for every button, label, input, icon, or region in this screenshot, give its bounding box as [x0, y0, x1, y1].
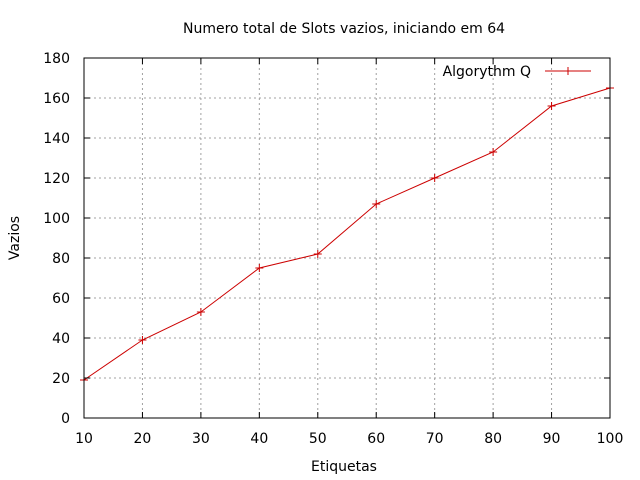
x-tick-label: 100	[597, 431, 624, 447]
x-tick-label: 60	[367, 431, 385, 447]
x-tick-label: 10	[75, 431, 93, 447]
data-point	[430, 174, 439, 182]
plot-frame	[83, 57, 611, 419]
x-tick-label: 80	[484, 431, 502, 447]
grid-lines	[84, 58, 610, 418]
data-point	[138, 336, 147, 344]
x-axis-label: Etiquetas	[311, 459, 377, 475]
series-layer	[80, 84, 614, 384]
y-tick-label: 20	[52, 371, 70, 387]
y-tick-label: 180	[43, 51, 70, 67]
data-point	[196, 308, 205, 316]
data-point	[372, 200, 381, 208]
data-point	[313, 250, 322, 258]
legend-marker	[564, 67, 572, 75]
x-tick-label: 40	[250, 431, 268, 447]
x-tick-label: 50	[309, 431, 327, 447]
series-line	[83, 87, 611, 381]
x-tick-label: 30	[192, 431, 210, 447]
x-tick-label: 70	[426, 431, 444, 447]
legend-marker-plus	[564, 67, 572, 75]
y-tick-label: 40	[52, 331, 70, 347]
y-tick-labels: 0 20 40 60 80 100 120 140 160 180	[43, 51, 70, 427]
y-tick-label: 80	[52, 251, 70, 267]
y-tick-label: 0	[61, 411, 70, 427]
chart-title: Numero total de Slots vazios, iniciando …	[183, 21, 505, 37]
y-axis-label: Vazios	[7, 216, 23, 260]
data-point	[547, 102, 556, 110]
y-tick-label: 140	[43, 131, 70, 147]
y-tick-label: 100	[43, 211, 70, 227]
x-tick-label: 20	[134, 431, 152, 447]
data-point	[489, 148, 498, 156]
data-point	[255, 264, 264, 272]
legend: Algorythm Q	[443, 64, 591, 80]
y-tick-label: 60	[52, 291, 70, 307]
x-tick-labels: 10 20 30 40 50 60 70 80 90 100	[75, 431, 623, 447]
tick-marks	[83, 57, 611, 419]
x-tick-label: 90	[543, 431, 561, 447]
y-tick-label: 120	[43, 171, 70, 187]
y-tick-label: 160	[43, 91, 70, 107]
legend-label: Algorythm Q	[443, 64, 531, 80]
